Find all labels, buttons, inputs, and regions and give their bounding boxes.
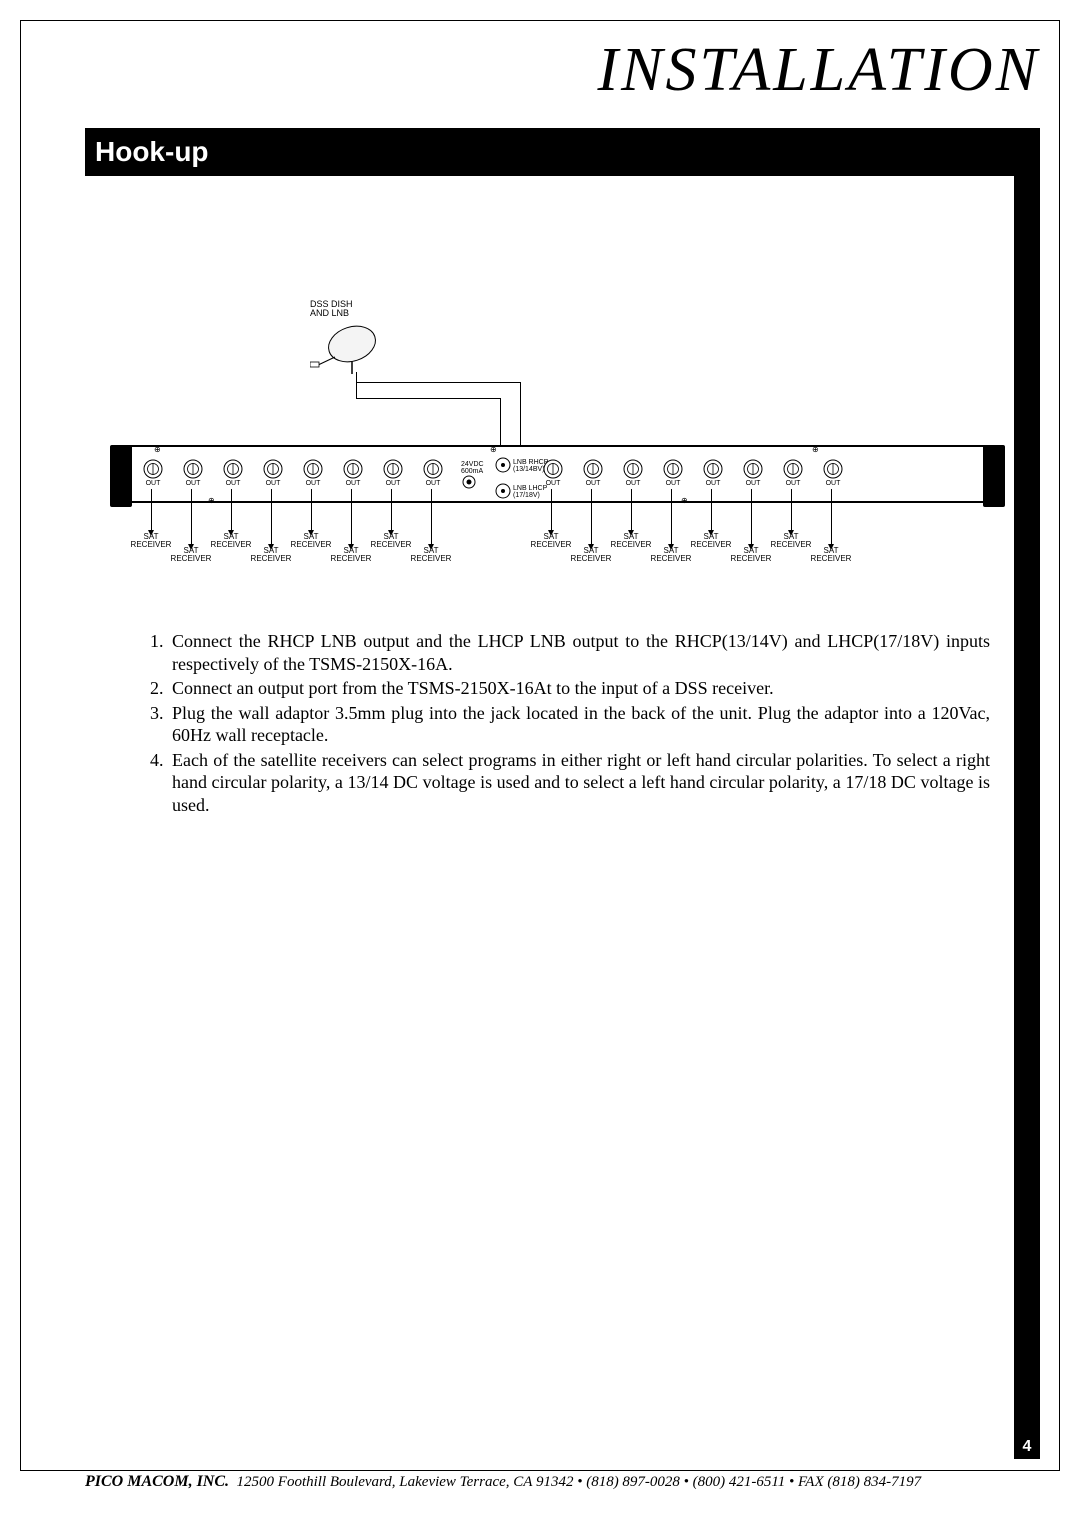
out-port-16: OUT <box>822 459 844 487</box>
out-port-3: OUT <box>222 459 244 487</box>
out-port-10: OUT <box>582 459 604 487</box>
rack-ear-right <box>983 445 1005 507</box>
lnb-lhcp-connector <box>495 483 511 504</box>
section-bar: Hook-up <box>85 128 1040 176</box>
out-port-14: OUT <box>742 459 764 487</box>
out-port-12: OUT <box>662 459 684 487</box>
receiver-labels: SATRECEIVERSATRECEIVERSATRECEIVERSATRECE… <box>110 525 1005 585</box>
instruction-1: 1.Connect the RHCP LNB output and the LH… <box>150 630 990 675</box>
out-port-13: OUT <box>702 459 724 487</box>
out-port-4: OUT <box>262 459 284 487</box>
out-port-11: OUT <box>622 459 644 487</box>
instruction-3: 3.Plug the wall adaptor 3.5mm plug into … <box>150 702 990 747</box>
out-port-15: OUT <box>782 459 804 487</box>
out-port-5: OUT <box>302 459 324 487</box>
dish-icon <box>310 322 380 377</box>
power-jack-icon <box>462 475 476 494</box>
hookup-diagram: DSS DISH AND LNB ⊕ ⊕ ⊕ ⊕ ⊕ OUTOUTOUTOUTO… <box>110 300 1005 590</box>
rack-ear-left <box>110 445 132 507</box>
rack-unit: ⊕ ⊕ ⊕ ⊕ ⊕ OUTOUTOUTOUTOUTOUTOUTOUTOUTOUT… <box>110 445 1005 503</box>
instruction-2: 2.Connect an output port from the TSMS-2… <box>150 677 990 700</box>
power-jack-label: 24VDC600mA <box>461 461 484 476</box>
out-port-6: OUT <box>342 459 364 487</box>
lnb-lhcp-label: LNB LHCP(17/18V) <box>513 485 547 500</box>
instruction-4: 4.Each of the satellite receivers can se… <box>150 749 990 817</box>
side-stripe <box>1014 128 1040 1441</box>
out-port-2: OUT <box>182 459 204 487</box>
lnb-rhcp-connector <box>495 457 511 478</box>
page-title: INSTALLATION <box>597 35 1040 106</box>
footer-rest: 12500 Foothill Boulevard, Lakeview Terra… <box>237 1474 922 1490</box>
instruction-list: 1.Connect the RHCP LNB output and the LH… <box>150 630 990 818</box>
out-port-8: OUT <box>422 459 444 487</box>
footer: PICO MACOM, INC. 12500 Foothill Boulevar… <box>85 1473 1040 1491</box>
out-port-7: OUT <box>382 459 404 487</box>
footer-company: PICO MACOM, INC. <box>85 1473 229 1490</box>
lnb-rhcp-label: LNB RHCP(13/14BV) <box>513 459 548 474</box>
page-number: 4 <box>1014 1435 1040 1459</box>
out-port-1: OUT <box>142 459 164 487</box>
dish-label: DSS DISH AND LNB <box>310 300 353 319</box>
